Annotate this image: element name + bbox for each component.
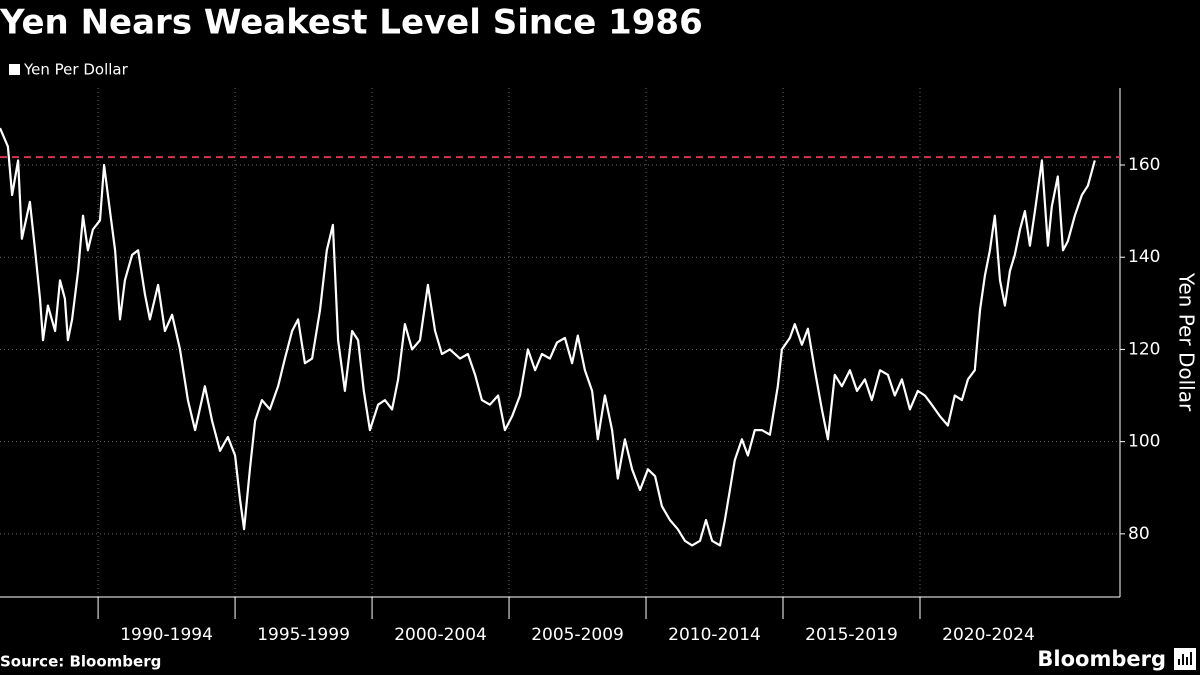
x-tick-label: 2020-2024 <box>942 625 1035 645</box>
y-tick-label: 120 <box>1128 339 1160 359</box>
brand: Bloomberg <box>1037 647 1166 671</box>
x-tick-label: 2015-2019 <box>805 625 898 645</box>
brand-icon <box>1174 648 1196 670</box>
line-series <box>0 127 1096 547</box>
x-tick-label: 1995-1999 <box>257 625 350 645</box>
legend-label: Yen Per Dollar <box>23 61 129 79</box>
y-tick-label: 80 <box>1128 524 1150 544</box>
y-tick-label: 140 <box>1128 247 1160 267</box>
x-tick-label: 2005-2009 <box>531 625 624 645</box>
x-tick-label: 1990-1994 <box>120 625 213 645</box>
source: Source: Bloomberg <box>0 653 161 671</box>
y-tick-label: 100 <box>1128 432 1160 452</box>
legend-swatch <box>9 64 20 75</box>
brand-icon-bars <box>1178 652 1192 665</box>
x-tick-label: 2010-2014 <box>668 625 761 645</box>
y-tick-label: 160 <box>1128 155 1160 175</box>
chart-title: Yen Nears Weakest Level Since 1986 <box>0 3 703 43</box>
x-tick-label: 2000-2004 <box>394 625 487 645</box>
y-axis-label: Yen Per Dollar <box>1175 272 1199 412</box>
